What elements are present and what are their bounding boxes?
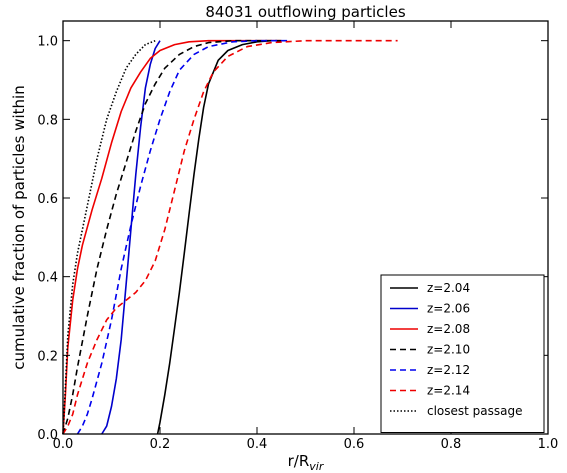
legend-label-2: z=2.08 <box>427 322 470 336</box>
legend-label-1: z=2.06 <box>427 302 470 316</box>
x-tick-label: 0.0 <box>53 437 74 452</box>
y-tick-label: 0.2 <box>37 349 58 364</box>
x-axis-title: r/Rvir <box>288 452 325 473</box>
legend-label-0: z=2.04 <box>427 281 470 295</box>
y-tick-label: 0.0 <box>37 428 58 443</box>
series-line-3 <box>62 39 282 435</box>
series-layer <box>62 39 398 435</box>
series-line-2 <box>62 39 282 435</box>
series-line-4 <box>76 39 291 435</box>
chart-title: 84031 outflowing particles <box>205 3 405 21</box>
x-axis-title-subscript: vir <box>309 460 325 473</box>
legend-label-4: z=2.12 <box>427 363 470 377</box>
y-tick-label: 0.8 <box>37 113 58 128</box>
legend-label-6: closest passage <box>427 404 523 418</box>
y-axis-title: cumulative fraction of particles within <box>10 85 28 369</box>
x-tick-label: 0.4 <box>247 437 268 452</box>
legend: z=2.04 z=2.06 z=2.08 z=2.10 z=2.12 z=2.14 clos… <box>380 274 545 433</box>
legend-label-5: z=2.14 <box>427 384 470 398</box>
plot-frame <box>62 20 549 435</box>
ticks-layer: 0.0 0.2 0.4 0.6 0.8 1.0 0.0 0.2 0.4 0.6 0.8 1.0 <box>37 21 558 452</box>
x-axis-title-main: r/R <box>288 452 310 470</box>
x-tick-label: 0.2 <box>150 437 171 452</box>
y-tick-label: 1.0 <box>37 35 58 50</box>
series-line-6 <box>62 39 156 435</box>
series-line-5 <box>62 39 398 435</box>
x-tick-label: 0.6 <box>344 437 365 452</box>
legend-box <box>380 274 545 433</box>
y-tick-label: 0.4 <box>37 271 58 286</box>
y-tick-label: 0.6 <box>37 192 58 207</box>
series-line-1 <box>101 40 161 435</box>
x-tick-label: 0.8 <box>441 437 462 452</box>
legend-label-3: z=2.10 <box>427 343 470 357</box>
x-tick-label: 1.0 <box>538 437 559 452</box>
series-line-0 <box>156 39 272 435</box>
